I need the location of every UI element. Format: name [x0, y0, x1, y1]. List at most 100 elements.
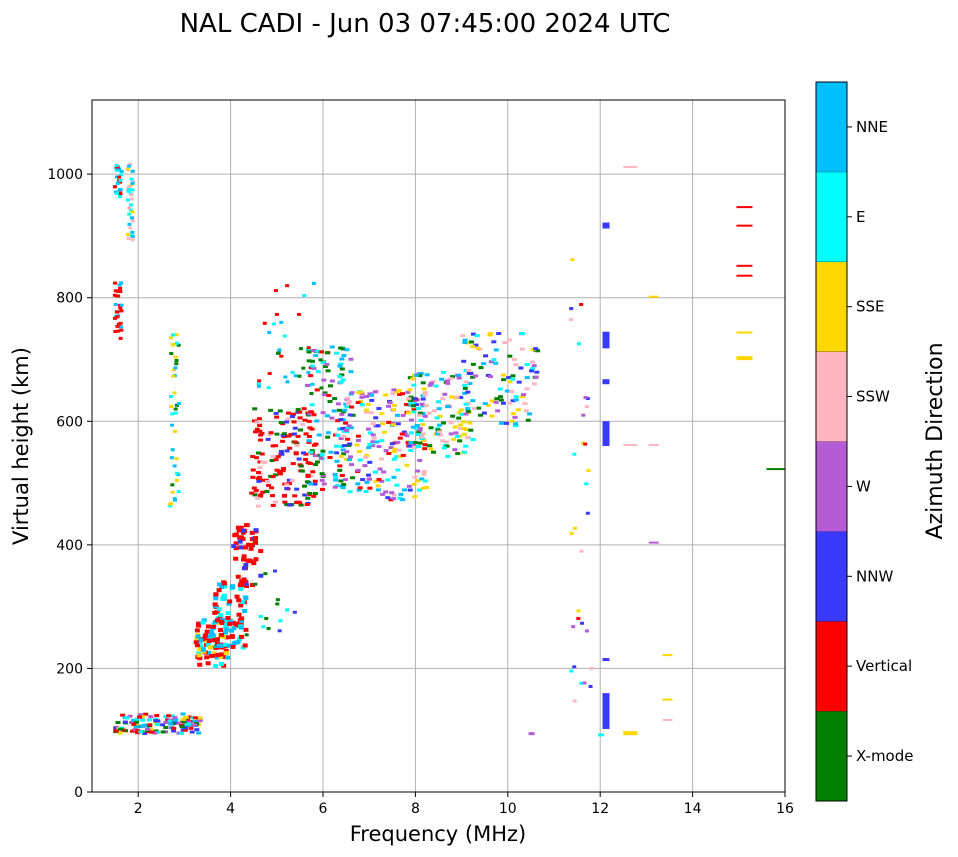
echo-mark [297, 416, 303, 420]
echo-mark [579, 302, 584, 306]
echo-mark [320, 487, 326, 491]
echo-mark [329, 379, 335, 383]
echo-mark [226, 643, 232, 648]
echo-mark [284, 486, 290, 490]
echo-mark [296, 457, 302, 461]
echo-mark [456, 374, 462, 378]
echo-mark [576, 342, 581, 346]
echo-mark [320, 449, 326, 453]
echo-mark [148, 727, 154, 731]
echo-mark [196, 731, 202, 735]
echo-mark [171, 368, 176, 372]
echo-mark [168, 722, 174, 726]
echo-mark [493, 348, 499, 352]
echo-mark [322, 365, 328, 369]
echo-mark [507, 380, 513, 384]
echo-mark [304, 503, 310, 507]
echo-mark [298, 503, 304, 507]
echo-mark [495, 409, 501, 413]
echo-mark [440, 370, 446, 374]
echo-mark [408, 402, 414, 406]
echo-mark [122, 720, 128, 724]
echo-mark [579, 681, 584, 685]
echo-mark [280, 439, 286, 443]
echo-mark [213, 596, 219, 601]
echo-mark [254, 427, 260, 431]
colorbar: X-mode Vertical NNW W SSW SSE E NNE [815, 81, 913, 802]
echo-mark [348, 370, 354, 374]
echo-mark [268, 431, 274, 435]
echo-mark [253, 430, 259, 434]
echo-mark [457, 427, 463, 431]
echo-mark [219, 661, 225, 666]
echo-mark [468, 428, 474, 432]
echo-mark [275, 455, 281, 459]
echo-mark [113, 727, 119, 731]
echo-mark [414, 403, 420, 407]
echo-mark [431, 409, 437, 413]
echo-mark [392, 403, 398, 407]
echo-mark [172, 464, 177, 468]
colorbar-frame [815, 81, 848, 802]
echo-mark [388, 446, 394, 450]
echo-mark [238, 621, 244, 626]
echo-mark [284, 483, 290, 487]
echo-mark [241, 577, 247, 582]
echo-mark [585, 397, 590, 401]
echo-mark [450, 414, 456, 418]
colorbar-swatch [816, 171, 847, 262]
echo-mark [314, 388, 320, 392]
echo-mark [318, 456, 324, 460]
echo-mark [362, 464, 368, 468]
echo-mark [117, 283, 122, 287]
echo-mark [175, 471, 180, 475]
echo-mark [373, 479, 379, 483]
echo-mark [510, 377, 516, 381]
echo-mark [427, 383, 433, 387]
echo-mark [171, 374, 176, 378]
echo-mark [254, 420, 260, 424]
echo-mark [134, 720, 140, 724]
echo-mark [400, 453, 406, 457]
echo-mark [521, 393, 527, 397]
y-tick-label: 800 [56, 291, 83, 307]
echo-mark [196, 716, 202, 720]
echo-mark [510, 412, 516, 416]
y-tick-label: 200 [56, 661, 83, 677]
echo-mark [170, 490, 175, 494]
echo-mark [348, 426, 354, 430]
echo-mark [335, 433, 341, 437]
echo-mark [602, 222, 610, 229]
echo-mark [118, 178, 123, 182]
echo-mark [520, 395, 526, 399]
echo-mark [306, 346, 311, 350]
echo-mark [307, 461, 313, 465]
echo-mark [466, 368, 472, 372]
echo-mark [173, 718, 179, 722]
echo-mark [583, 442, 588, 446]
echo-mark [581, 441, 586, 445]
echo-mark [206, 634, 212, 639]
echo-mark [127, 164, 132, 168]
echo-mark [117, 188, 122, 192]
echo-mark [311, 494, 317, 498]
echo-mark [339, 445, 345, 449]
echo-mark [424, 486, 430, 490]
echo-mark [736, 274, 753, 277]
echo-mark [406, 484, 412, 488]
echo-mark [415, 469, 421, 473]
echo-mark [238, 625, 244, 630]
echo-mark [310, 349, 316, 353]
echo-mark [334, 484, 340, 488]
echo-mark [283, 375, 288, 379]
echo-mark [325, 431, 331, 435]
echo-mark [337, 468, 343, 472]
echo-mark [170, 423, 175, 427]
echo-mark [509, 389, 515, 393]
echo-mark [487, 333, 493, 337]
echo-mark [623, 444, 638, 446]
echo-mark [338, 479, 344, 483]
echo-mark [383, 393, 389, 397]
echo-mark [229, 634, 235, 639]
echo-mark [115, 324, 120, 328]
